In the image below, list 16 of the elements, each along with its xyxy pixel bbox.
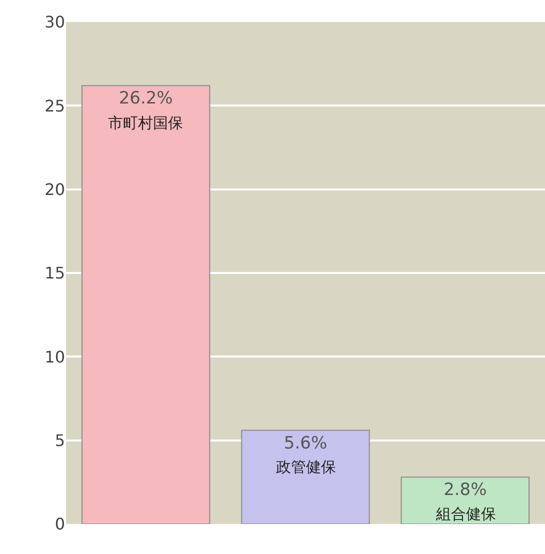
y-tick-label: 10	[44, 347, 65, 366]
x-tick-label: 市町村国保	[108, 114, 183, 132]
bar	[241, 430, 370, 524]
data-label: 2.8%	[444, 480, 487, 500]
y-tick-label: 25	[44, 96, 65, 116]
y-tick-label: 5	[54, 430, 65, 450]
data-label: 26.2%	[118, 88, 173, 109]
bar	[400, 476, 530, 524]
y-tick-label: 0	[54, 514, 65, 534]
x-tick-label: 政管健保	[276, 458, 336, 476]
y-tick-label: 15	[44, 264, 65, 283]
y-tick-label: 20	[44, 180, 65, 199]
data-label: 5.6%	[284, 433, 328, 454]
bar	[81, 85, 210, 524]
y-tick-label: 30	[44, 12, 65, 32]
x-tick-label: 組合健保	[435, 505, 496, 523]
